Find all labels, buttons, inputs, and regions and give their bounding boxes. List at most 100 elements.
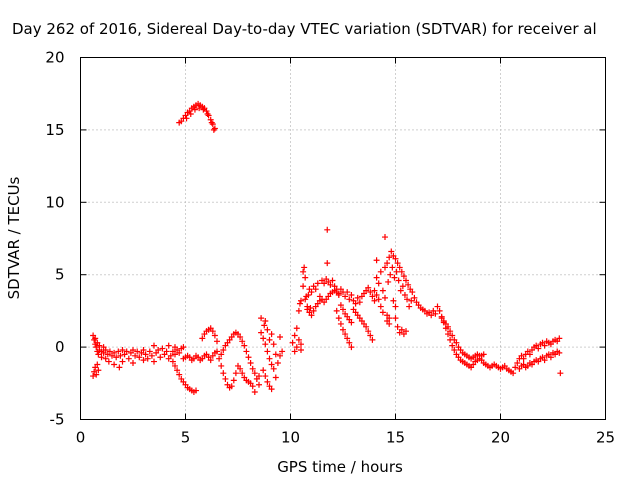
data-point xyxy=(130,360,136,367)
data-point xyxy=(449,342,456,349)
data-point xyxy=(405,281,412,288)
grid-lines xyxy=(80,57,606,420)
data-point xyxy=(354,294,361,301)
data-point xyxy=(382,294,388,301)
data-point xyxy=(541,357,548,364)
data-point xyxy=(132,352,139,359)
data-point xyxy=(526,351,533,358)
data-point xyxy=(291,332,298,339)
data-point xyxy=(270,365,277,372)
data-point xyxy=(272,374,279,381)
data-point xyxy=(249,383,256,390)
data-point xyxy=(342,293,349,300)
y-tick-label: -5 xyxy=(50,411,65,429)
data-point xyxy=(172,351,178,358)
tick-labels: 0 5 10 15 20 25 -5 0 5 10 15 20 xyxy=(45,49,615,447)
data-point xyxy=(92,335,99,342)
data-point xyxy=(116,364,123,371)
data-point xyxy=(157,354,164,361)
data-point xyxy=(377,303,384,310)
chart-title: Day 262 of 2016, Sidereal Day-to-day VTE… xyxy=(12,20,597,38)
data-point xyxy=(373,257,380,264)
data-point xyxy=(210,126,217,133)
data-point xyxy=(293,344,300,351)
data-point xyxy=(94,361,101,368)
data-point xyxy=(256,373,262,380)
x-tick-label: 20 xyxy=(491,429,510,447)
axis-ticks xyxy=(80,57,606,420)
data-point xyxy=(324,260,331,267)
data-point xyxy=(382,264,388,271)
data-point xyxy=(305,291,312,298)
data-point xyxy=(337,320,344,327)
data-point xyxy=(239,370,246,377)
data-point xyxy=(268,331,275,338)
data-point xyxy=(165,342,172,349)
data-point xyxy=(379,309,386,316)
data-point xyxy=(268,361,275,368)
data-point xyxy=(144,355,151,362)
data-point xyxy=(95,351,102,358)
data-point xyxy=(512,364,519,371)
data-point xyxy=(220,346,227,353)
data-point xyxy=(520,355,527,362)
data-point xyxy=(556,335,563,342)
data-point xyxy=(140,346,147,353)
data-point xyxy=(207,116,214,123)
data-point xyxy=(373,274,380,281)
data-point xyxy=(193,387,199,394)
data-point xyxy=(241,342,248,349)
data-point xyxy=(266,336,273,343)
data-point xyxy=(291,348,298,355)
data-point xyxy=(385,278,392,285)
data-point xyxy=(293,325,300,332)
data-point xyxy=(401,291,408,298)
data-point xyxy=(268,386,275,393)
data-point xyxy=(389,264,396,271)
data-point xyxy=(379,287,386,294)
data-point xyxy=(398,326,405,333)
data-point xyxy=(119,358,126,365)
data-point xyxy=(196,105,203,112)
data-point xyxy=(307,305,314,312)
data-point xyxy=(214,338,220,345)
data-point xyxy=(237,365,244,372)
data-point xyxy=(308,312,315,319)
data-point xyxy=(377,268,384,275)
data-point xyxy=(296,300,303,307)
data-point xyxy=(324,226,331,233)
data-point xyxy=(115,348,122,355)
data-point xyxy=(375,280,382,287)
data-point xyxy=(394,323,401,330)
data-point xyxy=(214,348,220,355)
data-point xyxy=(363,323,370,330)
data-point xyxy=(207,357,214,364)
data-point xyxy=(270,341,277,348)
data-point xyxy=(348,344,355,351)
data-point xyxy=(295,336,302,343)
data-point xyxy=(300,283,307,290)
data-point xyxy=(96,342,103,349)
data-point xyxy=(329,277,336,284)
x-tick-label: 15 xyxy=(386,429,405,447)
data-point xyxy=(541,342,548,349)
data-point xyxy=(367,289,374,296)
data-point xyxy=(102,346,109,353)
data-point xyxy=(174,367,181,374)
data-point xyxy=(321,280,328,287)
data-point xyxy=(365,328,372,335)
data-point xyxy=(386,315,393,322)
data-point xyxy=(393,268,400,275)
data-point xyxy=(199,335,206,342)
data-point xyxy=(514,360,521,367)
data-point xyxy=(98,354,105,361)
x-axis-label: GPS time / hours xyxy=(277,458,403,476)
data-point xyxy=(310,307,317,314)
data-point xyxy=(371,287,378,294)
data-point xyxy=(93,371,100,378)
data-point xyxy=(262,318,269,325)
data-point xyxy=(289,339,296,346)
data-point xyxy=(314,280,321,287)
data-point xyxy=(113,354,120,361)
x-tick-label: 5 xyxy=(181,429,191,447)
